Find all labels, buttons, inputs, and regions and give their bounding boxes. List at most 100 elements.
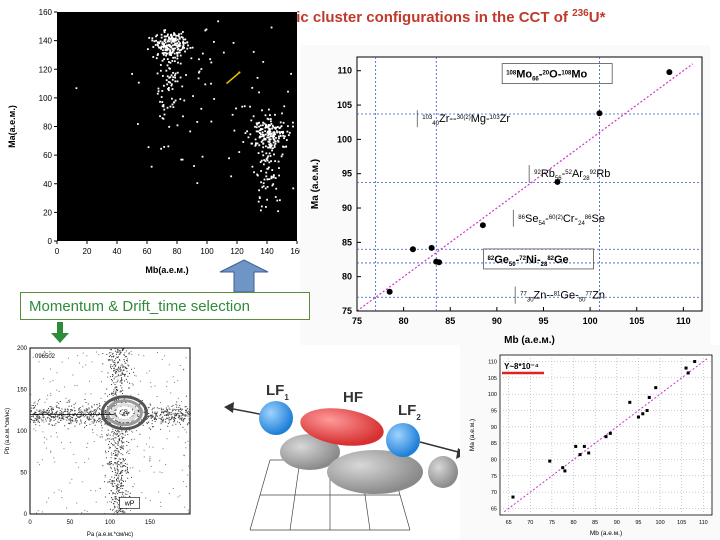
event [175, 418, 177, 420]
event [160, 423, 162, 425]
event [169, 411, 171, 413]
y-tick-label: 100 [17, 429, 28, 435]
event [90, 393, 92, 395]
event [166, 408, 168, 410]
event [65, 397, 67, 399]
event [117, 420, 119, 422]
event [113, 364, 115, 366]
event-point [276, 199, 279, 202]
event [109, 359, 111, 361]
event [150, 415, 152, 417]
event [125, 430, 127, 432]
event [98, 412, 100, 414]
annotation-part: Cr- [563, 213, 579, 225]
event-point [262, 163, 265, 166]
event [113, 452, 115, 454]
event [117, 362, 119, 364]
event [118, 398, 120, 400]
event [126, 493, 128, 495]
event [53, 419, 55, 421]
event [47, 416, 49, 418]
event [119, 352, 121, 354]
event [138, 409, 140, 411]
event [114, 404, 116, 406]
x-tick-label: 110 [676, 316, 691, 326]
event [98, 417, 100, 419]
y-tick-label: 40 [43, 180, 52, 189]
event [55, 423, 57, 425]
annotation-label: 7730Zn--81Ge-5077Zn [520, 290, 605, 304]
event [113, 367, 115, 369]
event [122, 458, 124, 460]
event-point [269, 130, 272, 133]
event [116, 404, 118, 406]
event [118, 475, 120, 477]
event-point [269, 135, 272, 138]
event [33, 407, 35, 409]
event [126, 440, 128, 442]
event [116, 381, 118, 383]
event [175, 403, 177, 405]
event [119, 391, 121, 393]
event [78, 412, 80, 414]
event [156, 352, 158, 354]
event-point [177, 51, 180, 54]
event [121, 379, 123, 381]
event-point [170, 45, 173, 48]
event-point [169, 49, 171, 52]
event [138, 411, 140, 413]
event [169, 430, 171, 432]
event [115, 463, 117, 465]
event [129, 429, 131, 431]
event [176, 404, 178, 406]
event-point [264, 133, 267, 136]
event [120, 453, 122, 455]
event-point [172, 47, 174, 50]
event [118, 359, 120, 361]
x-axis-label: Mb(a.e.м.) [145, 265, 188, 275]
event-point [268, 143, 271, 146]
event-point [273, 139, 276, 142]
event-point [178, 35, 180, 38]
event [149, 459, 151, 461]
event [92, 412, 94, 414]
small-mass-chart: Y~8*10⁻⁴65 70 75 80 85 90 95 100 105 110657075808… [460, 345, 720, 540]
event [167, 413, 169, 415]
event-point [178, 37, 181, 40]
event [55, 411, 57, 413]
event [93, 404, 95, 406]
event-point [162, 45, 165, 48]
event [176, 412, 178, 414]
event [187, 408, 189, 410]
event [58, 412, 60, 414]
event [121, 493, 123, 495]
event [42, 431, 44, 433]
event [153, 417, 155, 419]
event [166, 410, 168, 412]
event [92, 422, 94, 424]
event [82, 352, 84, 354]
event [51, 352, 53, 354]
event-point [210, 120, 213, 123]
event [172, 408, 174, 410]
event [81, 415, 83, 417]
event [159, 471, 161, 473]
event [107, 438, 109, 440]
arrow-left-head [224, 402, 234, 413]
event [85, 408, 87, 410]
event-point [161, 42, 164, 45]
event [181, 419, 183, 421]
event [124, 409, 126, 411]
event [104, 412, 106, 414]
event [108, 438, 110, 440]
event [117, 349, 119, 351]
event [112, 508, 114, 510]
event [176, 401, 178, 403]
annotation-part: 77 [520, 292, 527, 298]
event [113, 389, 115, 391]
event [56, 436, 58, 438]
event [178, 406, 180, 408]
event [181, 408, 183, 410]
event [114, 437, 116, 439]
event-point [272, 137, 275, 139]
